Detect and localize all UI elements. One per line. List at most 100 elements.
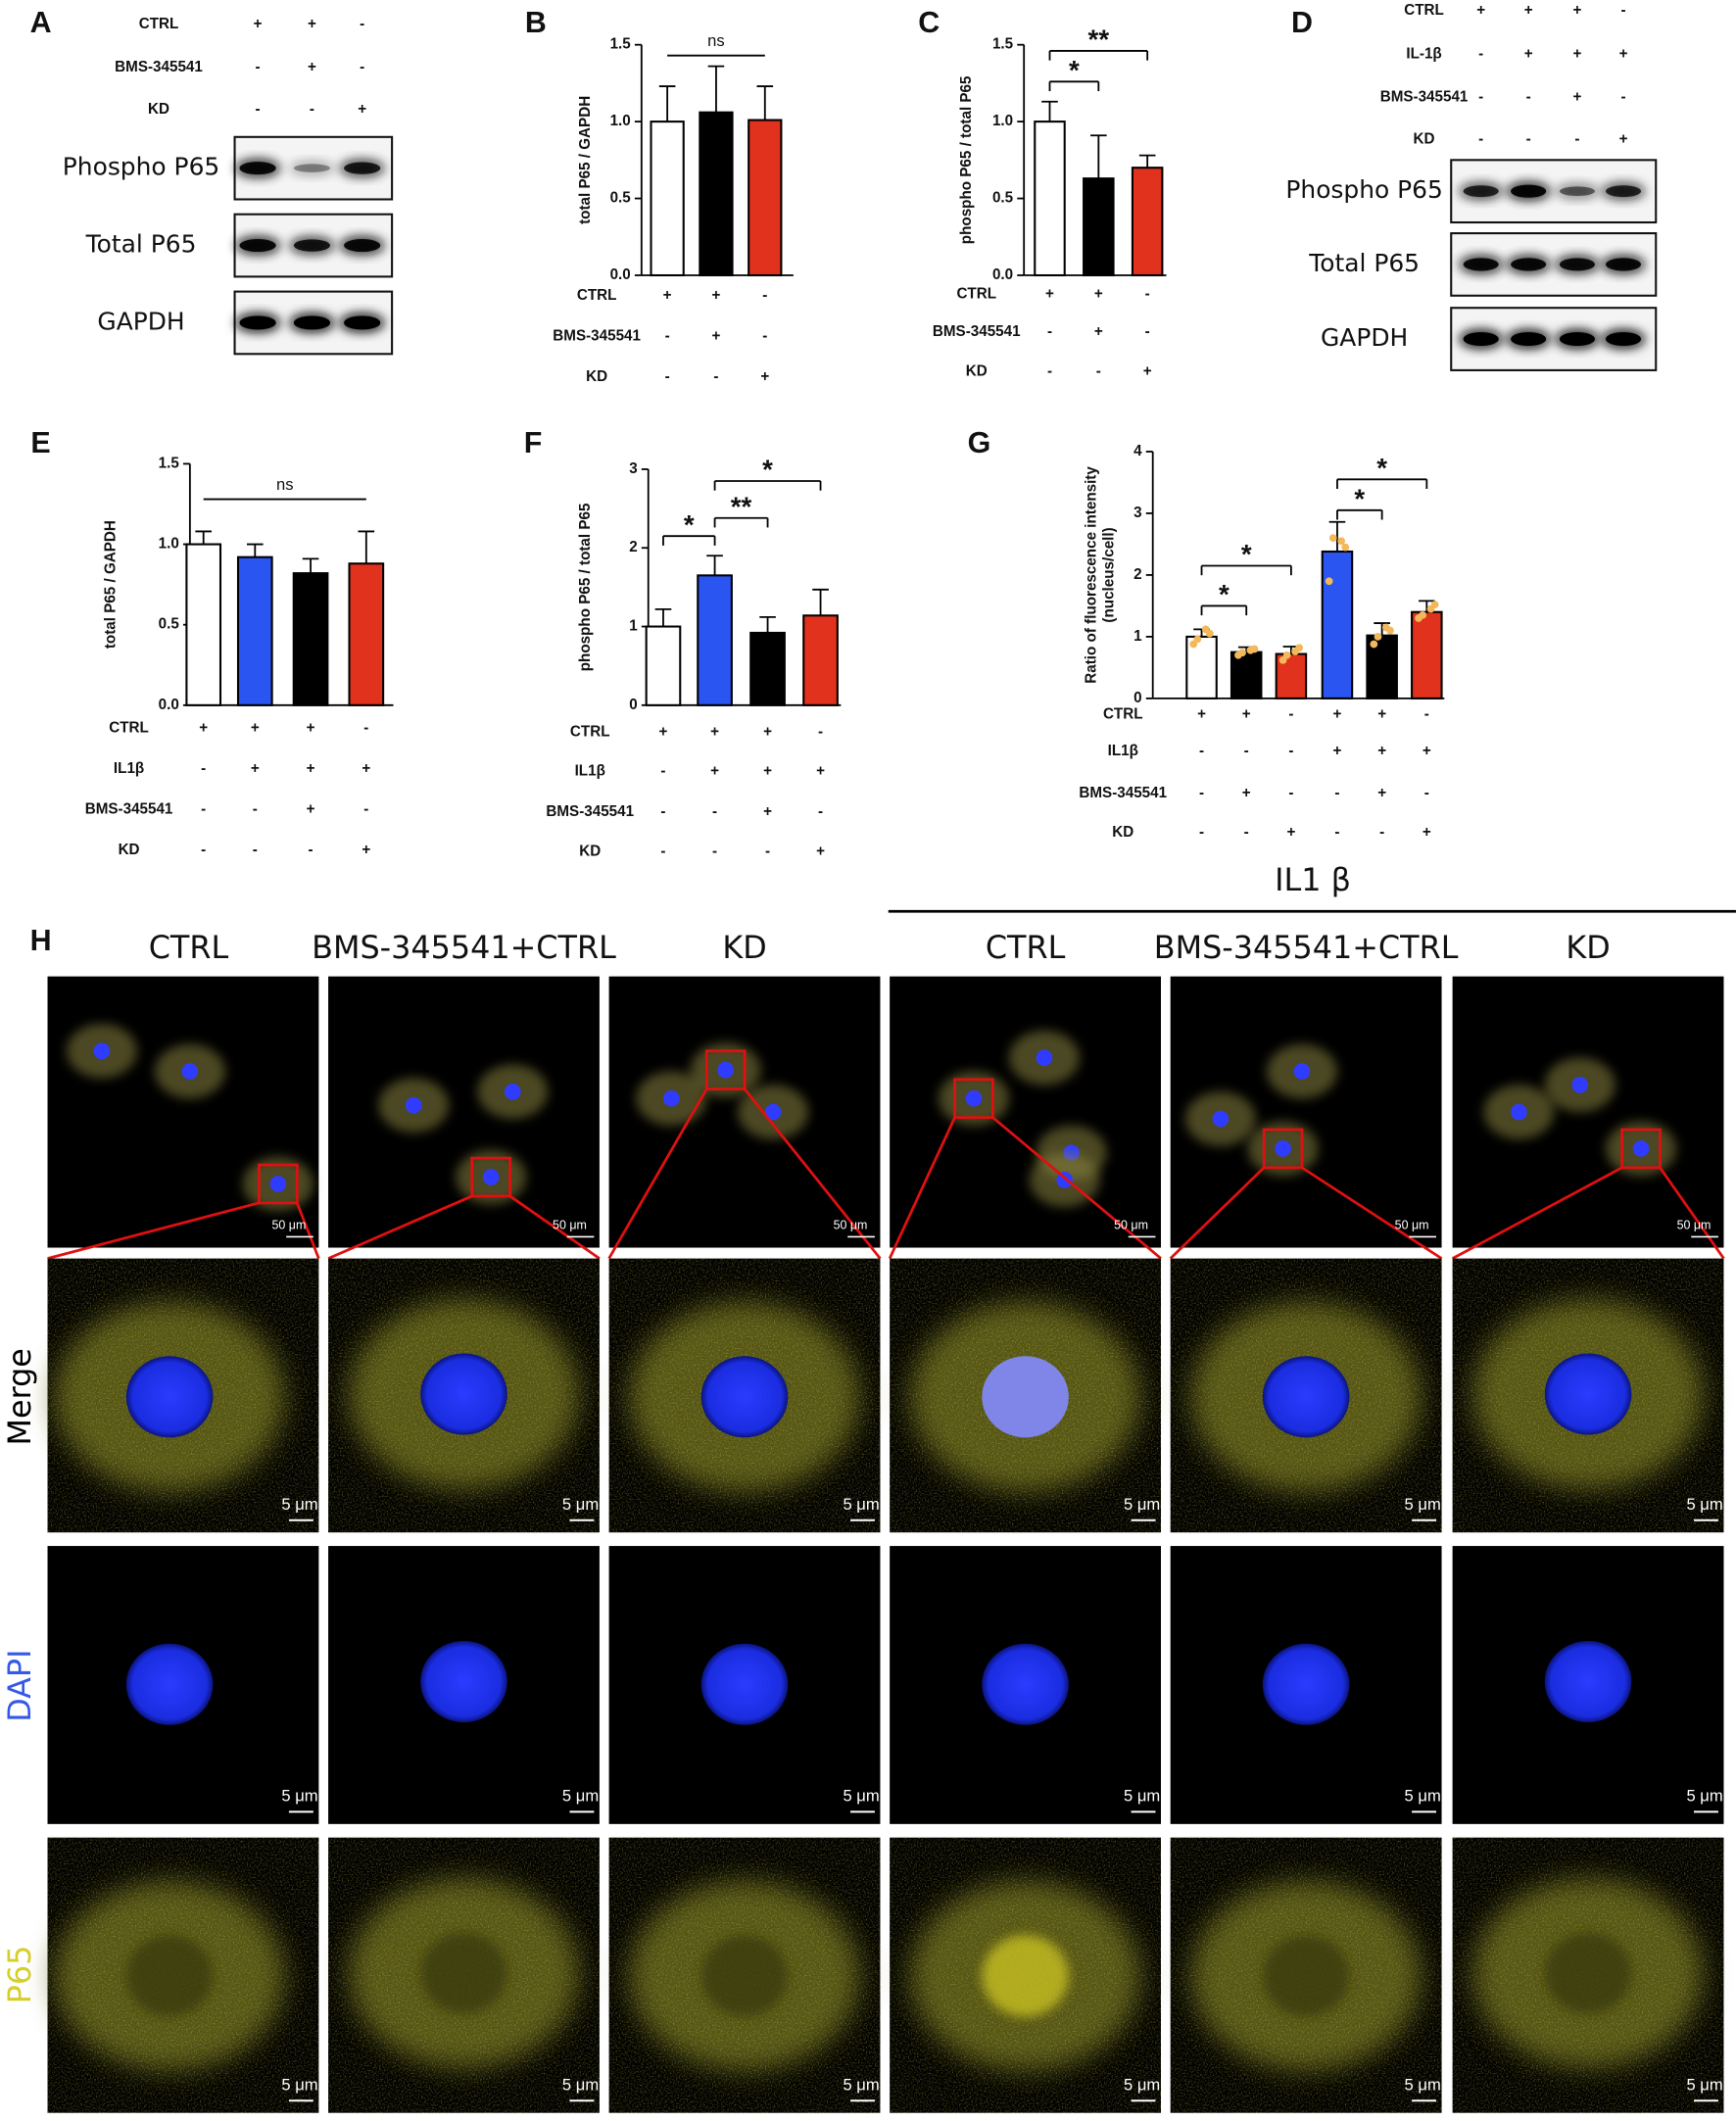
p65-nucleus [1262, 1935, 1350, 2017]
scale-label: 5 μm [843, 1495, 879, 1514]
condition-label: IL1β [1108, 743, 1138, 759]
cell-nucleus [1036, 1049, 1053, 1067]
scale-label: 5 μm [1124, 1495, 1160, 1514]
sig-label: * [684, 509, 695, 540]
blot-band [1559, 332, 1596, 346]
condition-sign: - [1574, 131, 1579, 148]
blot-band [344, 239, 381, 253]
condition-label: IL1β [575, 763, 605, 780]
nucleus [1544, 1640, 1632, 1723]
band-label: GAPDH [1321, 323, 1408, 352]
scale-label: 5 μm [562, 1495, 599, 1514]
cell-nucleus [505, 1084, 521, 1100]
panel-label: D [1291, 6, 1313, 39]
data-point [1337, 537, 1345, 546]
condition-sign: - [1424, 785, 1429, 801]
condition-sign: - [309, 842, 313, 858]
data-point [1282, 651, 1291, 659]
condition-sign: - [1199, 785, 1204, 801]
sig-label: * [1354, 483, 1365, 513]
condition-sign: + [362, 760, 370, 777]
condition-label: KD [586, 368, 607, 385]
scale-label: 5 μm [562, 1787, 599, 1806]
blot-band [1511, 258, 1547, 271]
data-point [1419, 610, 1427, 619]
condition-label: CTRL [139, 16, 179, 32]
condition-sign: - [660, 843, 665, 859]
blot-band [1605, 185, 1642, 198]
zoom-box [1262, 1128, 1304, 1170]
column-title: KD [1566, 929, 1610, 966]
condition-label: CTRL [1404, 2, 1444, 19]
bar [1321, 550, 1354, 699]
bar [236, 555, 273, 706]
blot-band [1511, 332, 1547, 346]
bar [348, 562, 385, 706]
condition-sign: - [1096, 362, 1101, 379]
condition-label: BMS-345541 [85, 800, 173, 817]
y-tick-label: 0.5 [610, 190, 632, 207]
zoom-line [607, 1087, 708, 1260]
cell-nucleus [1275, 1140, 1291, 1157]
y-tick-label: 0.5 [992, 190, 1014, 207]
scale-label: 50 μm [1395, 1219, 1429, 1232]
scale-label: 5 μm [843, 2075, 879, 2094]
condition-sign: - [256, 59, 261, 75]
scale-label: 5 μm [562, 2075, 599, 2094]
bar [185, 543, 222, 706]
condition-sign: - [201, 800, 206, 817]
condition-sign: - [1047, 362, 1052, 379]
condition-label: BMS-345541 [933, 323, 1021, 340]
condition-sign: + [712, 287, 721, 304]
condition-sign: - [1478, 45, 1483, 62]
nucleus [125, 1643, 214, 1725]
y-tick-label: 2 [1133, 566, 1141, 583]
y-axis-label: phospho P65 / total P65 [577, 503, 594, 671]
data-point [1201, 625, 1210, 634]
row-label: P65 [1, 1946, 38, 2004]
data-point [1381, 623, 1390, 632]
column-title: BMS-345541+CTRL [312, 929, 616, 966]
band-label: Total P65 [1308, 249, 1420, 277]
cell-nucleus [1293, 1063, 1311, 1080]
zoom-line [888, 1117, 956, 1260]
condition-sign: - [713, 368, 718, 385]
condition-sign: + [251, 760, 260, 777]
condition-label: BMS-345541 [1380, 89, 1469, 106]
bar [292, 572, 329, 706]
condition-sign: - [1334, 824, 1339, 841]
y-axis-label: phospho P65 / total P65 [958, 75, 975, 244]
condition-sign: + [712, 327, 721, 344]
panel-label: C [918, 6, 940, 39]
scale-label: 50 μm [272, 1219, 307, 1232]
blot-band [344, 315, 381, 330]
condition-label: BMS-345541 [553, 327, 641, 344]
blot-band [293, 239, 331, 252]
band-label: GAPDH [97, 307, 184, 335]
column-title: CTRL [986, 929, 1066, 966]
scale-label: 5 μm [843, 1787, 879, 1806]
group-title: IL1 β [1275, 861, 1351, 898]
condition-sign: + [1377, 706, 1386, 723]
condition-sign: - [1145, 323, 1150, 340]
scale-label: 5 μm [281, 2075, 317, 2094]
y-tick-label: 1.5 [992, 36, 1014, 53]
bar [1083, 177, 1115, 277]
condition-label: IL-1β [1406, 45, 1441, 62]
data-point [1193, 635, 1202, 644]
y-tick-label: 0.0 [159, 697, 179, 713]
condition-sign: + [659, 724, 668, 741]
data-point [1370, 640, 1378, 649]
cell-nucleus [1571, 1077, 1589, 1093]
bar [1366, 634, 1398, 699]
condition-sign: + [1094, 285, 1103, 302]
condition-label: KD [119, 842, 140, 858]
condition-label: KD [966, 362, 988, 379]
condition-sign: - [818, 803, 823, 820]
blot-band [289, 161, 335, 175]
zoom-line [991, 1116, 1162, 1260]
p65-nucleus [125, 1935, 214, 2017]
condition-sign: + [1333, 706, 1342, 723]
blot-band [1463, 258, 1499, 271]
